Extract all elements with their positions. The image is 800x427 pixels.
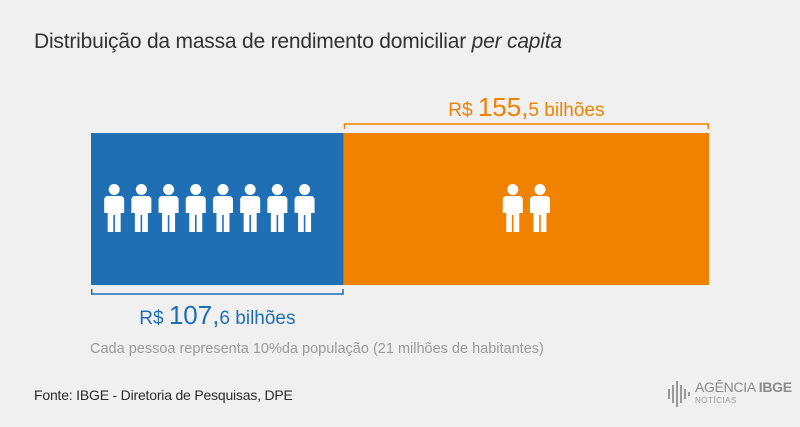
agencia-ibge-logo: AGÊNCIA IBGE NOTÍCIAS [668,379,792,409]
chart-title-italic: per capita [471,30,562,53]
person-icon [131,184,152,232]
person-icon [267,184,288,232]
person-icon [104,184,125,232]
source-note: Fonte: IBGE - Diretoria de Pesquisas, DP… [34,387,293,403]
person-icon [185,184,206,232]
person-icon [294,184,315,232]
person-icon [502,184,523,232]
logo-ibge: IBGE [758,379,792,395]
value-label-1: R$ 107,6 bilhões [139,300,295,330]
person-icon [529,184,550,232]
person-icon [158,184,179,232]
person-icon [240,184,261,232]
caption: Cada pessoa representa 10%da população (… [90,341,544,357]
value-label-2: R$ 155,5 bilhões [448,92,604,122]
logo-subtitle: NOTÍCIAS [695,396,737,405]
chart-title: Distribuição da massa de rendimento domi… [34,30,562,54]
person-icon [212,184,233,232]
logo-wordmark: AGÊNCIA IBGE [695,379,792,395]
ibge-logo-icon [668,381,690,407]
value-bracket-2 [343,123,709,129]
value-bracket-1 [91,289,344,295]
bar-segment-2 [343,133,709,285]
chart-title-main: Distribuição da massa de rendimento domi… [34,30,472,53]
logo-agencia: AGÊNCIA [695,379,759,395]
